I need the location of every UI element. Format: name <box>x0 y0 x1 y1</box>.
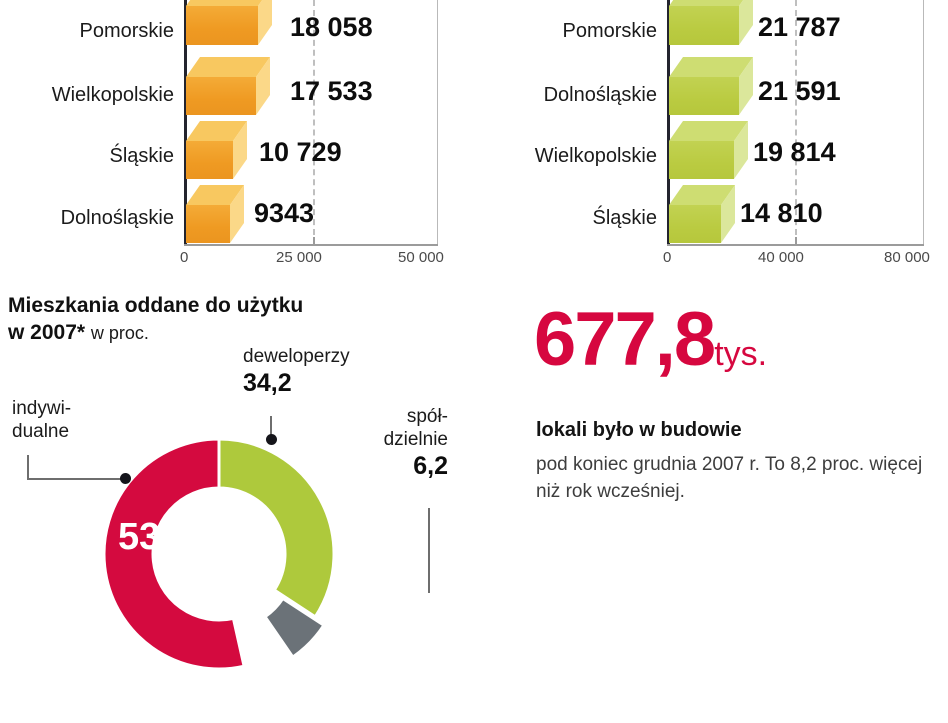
green-bar <box>669 57 753 115</box>
orange-category-label: Pomorskie <box>79 20 174 42</box>
gridline-40000 <box>795 0 797 245</box>
bar-top-face <box>669 121 748 141</box>
bar-top-face <box>669 0 753 6</box>
infographic-root: Pomorskie 18 058 Wielkopolskie 17 533 Śl… <box>0 0 948 671</box>
orange-bar <box>186 0 272 45</box>
pie-title-line1: Mieszkania oddane do użytku <box>8 294 304 317</box>
green-tick-label: 80 000 <box>884 249 930 266</box>
green-category-label: Śląskie <box>592 207 657 229</box>
green-tick-label: 0 <box>663 249 672 266</box>
orange-bar <box>186 57 270 115</box>
leader-dot-developers <box>266 434 277 445</box>
orange-bar <box>186 121 247 179</box>
leader-line-cooperatives <box>428 508 430 593</box>
green-bar-chart-panel: Pomorskie 21 787 Dolnośląskie 21 591 Wie… <box>474 0 948 280</box>
bar-front-face <box>669 141 734 179</box>
green-bar <box>669 0 753 45</box>
green-bar <box>669 121 748 179</box>
donut-callout-developers-line1: deweloperzy <box>243 346 350 367</box>
green-value-label: 21 787 <box>758 12 841 42</box>
bar-front-face <box>669 6 739 45</box>
bar-top-face <box>186 121 247 141</box>
y-axis-line <box>184 0 187 245</box>
donut-callout-developers: deweloperzy 34,2 <box>243 346 350 398</box>
green-tick-label: 40 000 <box>758 249 804 266</box>
stat-value-wrap: 677,8tys. <box>534 302 767 378</box>
bar-front-face <box>186 205 230 243</box>
y-axis-line <box>667 0 670 245</box>
donut-callout-cooperatives-value: 6,2 <box>413 451 448 480</box>
orange-tick-label: 0 <box>180 249 189 266</box>
bar-top-face <box>186 0 272 6</box>
leader-dot-individual <box>120 473 131 484</box>
donut-callout-individual-line1: indywi- <box>12 398 72 419</box>
bar-front-face <box>186 141 233 179</box>
pie-title-line2: w 2007* <box>8 321 86 344</box>
bar-top-face <box>186 185 244 205</box>
donut-label-individual-value: 53,5 <box>118 516 192 558</box>
orange-tick-label: 50 000 <box>398 249 444 266</box>
bar-side-face <box>258 0 272 45</box>
orange-value-label: 18 058 <box>290 12 373 42</box>
bar-top-face <box>669 185 735 205</box>
orange-value-label: 17 533 <box>290 76 373 106</box>
green-plot-area: Pomorskie 21 787 Dolnośląskie 21 591 Wie… <box>474 0 948 280</box>
gridline-25000 <box>313 0 315 245</box>
x-axis-line <box>184 244 438 246</box>
bar-top-face <box>669 57 753 77</box>
donut-callout-cooperatives: spół- dzielnie 6,2 <box>330 406 448 480</box>
orange-category-label: Dolnośląskie <box>60 207 174 229</box>
donut-slice-developers <box>217 437 336 619</box>
bar-front-face <box>186 77 256 115</box>
leader-line-individual-horizontal <box>27 478 123 480</box>
pie-title-line2-wrap: w 2007* w proc. <box>8 320 149 347</box>
bar-side-face <box>739 0 753 45</box>
green-value-label: 21 591 <box>758 76 841 106</box>
green-bar <box>669 185 735 243</box>
green-value-label: 14 810 <box>740 198 823 228</box>
orange-plot-area: Pomorskie 18 058 Wielkopolskie 17 533 Śl… <box>0 0 474 280</box>
orange-bar <box>186 185 244 243</box>
green-value-label: 19 814 <box>753 137 836 167</box>
stat-headline: lokali było w budowie <box>536 419 742 441</box>
bar-front-face <box>669 77 739 115</box>
donut-callout-individual: indywi- dualne <box>12 398 71 444</box>
donut-callout-cooperatives-line2: dzielnie <box>383 428 448 450</box>
stat-body: pod koniec grudnia 2007 r. To 8,2 proc. … <box>536 454 923 502</box>
orange-category-label: Śląskie <box>109 145 174 167</box>
tick-25000 <box>313 237 315 244</box>
gridline-80000 <box>923 0 924 245</box>
orange-tick-label: 25 000 <box>276 249 322 266</box>
x-axis-line <box>667 244 924 246</box>
gridline-50000 <box>437 0 438 245</box>
bar-front-face <box>669 205 721 243</box>
donut-callout-individual-line2: dualne <box>12 420 70 442</box>
bar-top-face <box>186 57 270 77</box>
leader-line-developers <box>270 416 272 438</box>
orange-bar-chart-panel: Pomorskie 18 058 Wielkopolskie 17 533 Śl… <box>0 0 474 280</box>
bar-front-face <box>186 6 258 45</box>
pie-title-unit: w proc. <box>90 323 149 343</box>
orange-category-label: Wielkopolskie <box>51 84 174 106</box>
donut-callout-developers-value: 34,2 <box>243 368 292 397</box>
orange-value-label: 10 729 <box>259 137 342 167</box>
stat-value: 677,8 <box>534 297 716 382</box>
tick-40000 <box>795 237 797 244</box>
orange-value-label: 9343 <box>254 198 315 228</box>
stat-unit: tys. <box>714 335 768 373</box>
green-category-label: Pomorskie <box>562 20 657 42</box>
leader-line-individual-vertical <box>27 455 29 480</box>
green-category-label: Wielkopolskie <box>534 145 657 167</box>
donut-callout-cooperatives-line1: spół- <box>406 406 448 427</box>
green-category-label: Dolnośląskie <box>543 84 657 106</box>
